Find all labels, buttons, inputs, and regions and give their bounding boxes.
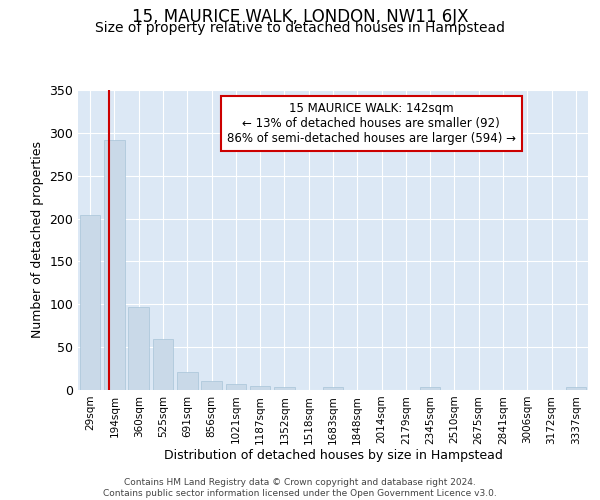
Bar [177, 372, 197, 390]
Bar [128, 307, 149, 390]
Bar [104, 140, 125, 390]
Bar [152, 338, 173, 390]
Bar [80, 215, 100, 390]
Y-axis label: Number of detached properties: Number of detached properties [31, 142, 44, 338]
Text: 15 MAURICE WALK: 142sqm
← 13% of detached houses are smaller (92)
86% of semi-de: 15 MAURICE WALK: 142sqm ← 13% of detache… [227, 102, 516, 145]
Bar [226, 384, 246, 390]
Text: Contains HM Land Registry data © Crown copyright and database right 2024.
Contai: Contains HM Land Registry data © Crown c… [103, 478, 497, 498]
Bar [250, 386, 271, 390]
Bar [566, 388, 586, 390]
Text: Size of property relative to detached houses in Hampstead: Size of property relative to detached ho… [95, 21, 505, 35]
Bar [201, 380, 222, 390]
Bar [274, 386, 295, 390]
Text: 15, MAURICE WALK, LONDON, NW11 6JX: 15, MAURICE WALK, LONDON, NW11 6JX [132, 8, 468, 26]
X-axis label: Distribution of detached houses by size in Hampstead: Distribution of detached houses by size … [164, 449, 502, 462]
Bar [420, 388, 440, 390]
Bar [323, 388, 343, 390]
